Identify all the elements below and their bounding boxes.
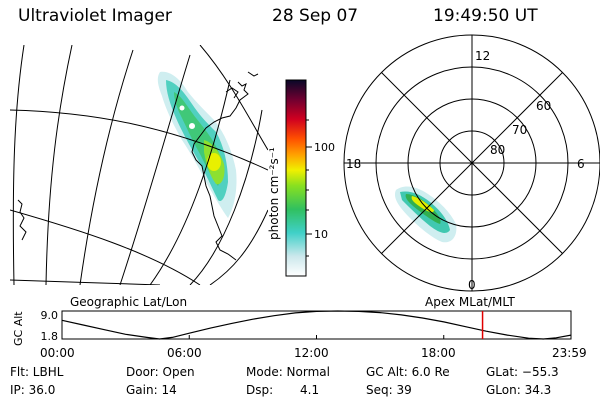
alt-xtick-0000: 00:00 — [40, 346, 75, 360]
alt-xtick-2359: 23:59 — [552, 346, 587, 360]
mlt-label-12: 12 — [475, 49, 490, 63]
alt-xtick-1200: 12:00 — [294, 346, 329, 360]
status-filter: Flt: LBHL — [10, 365, 64, 379]
mlat-label-60: 60 — [536, 99, 551, 113]
apex-label: Apex MLat/MLT — [425, 295, 515, 309]
mlt-label-0: 0 — [468, 278, 476, 292]
altitude-plot — [61, 310, 572, 340]
aurora-emission-polar — [394, 186, 457, 243]
geographic-map — [10, 45, 268, 285]
status-gc-alt: GC Alt: 6.0 Re — [366, 365, 450, 379]
coastline — [17, 71, 259, 261]
status-glon: GLon: 34.3 — [486, 383, 552, 397]
altitude-curve — [61, 310, 572, 340]
status-dsp-label: Dsp: — [246, 383, 274, 397]
status-glat: GLat: −55.3 — [486, 365, 559, 379]
alt-xtick-1800: 18:00 — [421, 346, 456, 360]
mlt-label-18: 18 — [346, 157, 361, 171]
alt-axis-label: GC Alt — [12, 311, 25, 346]
alt-ytick-high: 9.0 — [41, 309, 59, 322]
observation-date: 28 Sep 07 — [272, 6, 359, 26]
alt-ytick-low: 1.8 — [41, 330, 59, 343]
colorbar-unit-label: photon cm⁻²s⁻¹ — [267, 147, 281, 240]
aurora-emission-geographic — [157, 71, 237, 218]
colorbar — [285, 79, 312, 277]
polar-plot — [343, 34, 600, 292]
alt-xtick-0600: 06:00 — [167, 346, 202, 360]
geographic-label: Geographic Lat/Lon — [70, 295, 188, 309]
status-dsp-value: 4.1 — [300, 383, 320, 397]
status-gain: Gain: 14 — [126, 383, 177, 397]
altitude-plot-frame — [61, 310, 572, 340]
status-seq: Seq: 39 — [366, 383, 412, 397]
observation-time: 19:49:50 UT — [433, 6, 538, 26]
status-mode: Mode: Normal — [246, 365, 330, 379]
status-ip: IP: 36.0 — [10, 383, 56, 397]
mlat-label-80: 80 — [490, 143, 505, 157]
colorbar-tick-10: 10 — [314, 228, 328, 241]
status-door: Door: Open — [126, 365, 195, 379]
colorbar-tick-100: 100 — [314, 141, 335, 154]
mlt-label-6: 6 — [577, 157, 585, 171]
mlat-label-70: 70 — [512, 123, 527, 137]
instrument-title: Ultraviolet Imager — [18, 6, 172, 26]
lat-lon-grid — [10, 45, 268, 285]
